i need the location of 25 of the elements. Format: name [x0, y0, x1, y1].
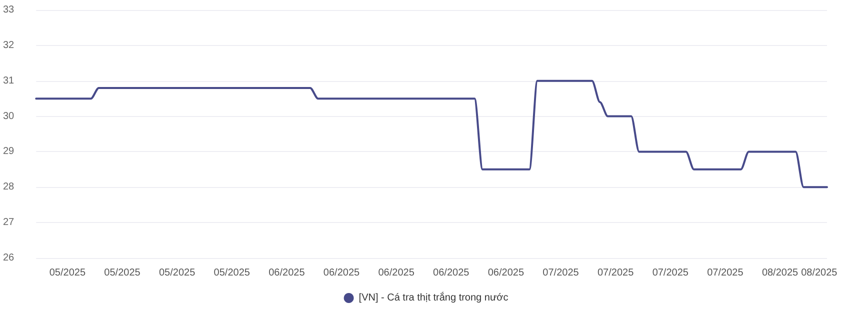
y-tick-label: 29: [3, 146, 15, 158]
x-tick-label: 05/2025: [158, 268, 196, 278]
x-tick-label: 07/2025: [707, 268, 744, 278]
y-tick-label: 27: [3, 217, 15, 228]
y-tick-label: 28: [3, 182, 15, 193]
x-tick-label: 06/2025: [433, 268, 470, 278]
x-tick-label: 07/2025: [652, 268, 689, 278]
x-tick-label: 05/2025: [49, 268, 86, 278]
x-tick-label: 05/2025: [214, 268, 250, 278]
x-tick-label: 08/2025: [762, 268, 799, 278]
y-tick-label: 33: [3, 4, 15, 16]
x-tick-label: 06/2025: [378, 268, 415, 278]
y-tick-label: 30: [3, 110, 15, 122]
y-tick-label: 31: [3, 75, 15, 86]
x-tick-label: 07/2025: [598, 268, 634, 278]
x-tick-label: 06/2025: [488, 268, 524, 278]
x-tick-label: 06/2025: [323, 268, 360, 278]
line-series: [35, 80, 828, 188]
legend-label: [VN] - Cá tra thịt trắng trong nước: [358, 292, 508, 304]
y-tick-label: 26: [3, 252, 15, 264]
y-tick-label: 32: [3, 40, 15, 51]
x-tick-label: 06/2025: [268, 268, 306, 278]
x-tick-label: 07/2025: [542, 268, 580, 278]
x-tick-label: 05/2025: [104, 268, 141, 278]
x-tick-label: 08/2025: [801, 268, 838, 278]
